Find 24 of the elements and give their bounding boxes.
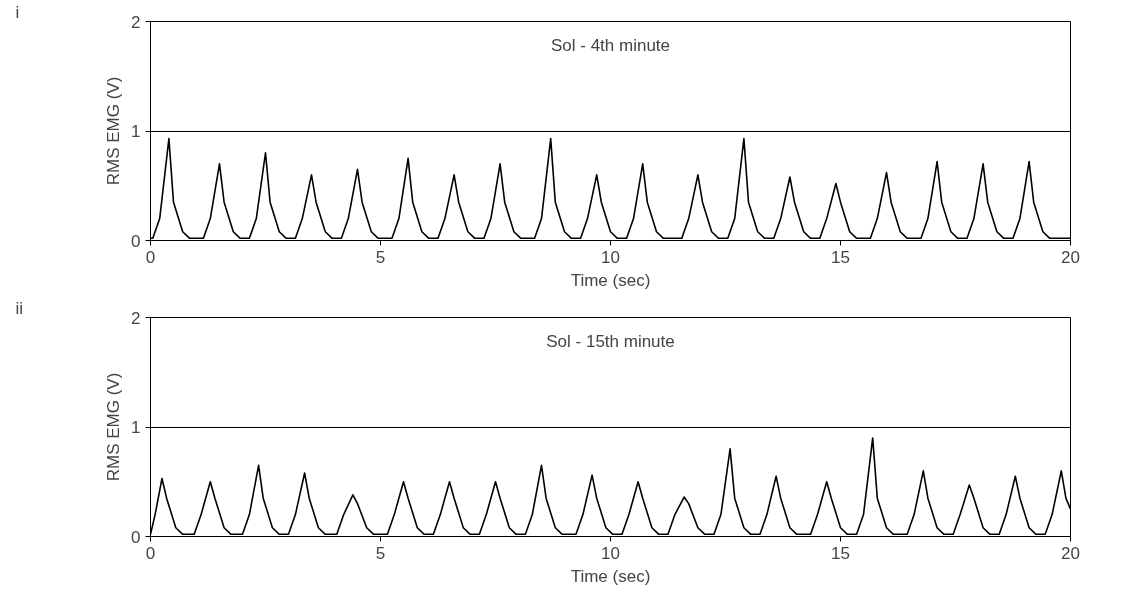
x-tick-label: 10 <box>601 543 620 563</box>
y-tick-label: 2 <box>131 308 141 328</box>
x-tick-label: 0 <box>145 543 156 563</box>
x-tick-label: 10 <box>601 247 620 267</box>
y-tick-label: 2 <box>131 12 141 32</box>
x-tick-label: 15 <box>831 543 850 563</box>
x-tick-label: 5 <box>375 543 386 563</box>
x-tick-label: 5 <box>375 247 386 267</box>
y-tick-label: 0 <box>131 527 141 547</box>
x-tick-label: 20 <box>1061 247 1080 267</box>
x-tick-label: 0 <box>145 247 156 267</box>
x-axis-title: Time (sec) <box>570 566 651 586</box>
text: Sol - 4th minute <box>550 35 671 55</box>
y-tick-label: 1 <box>131 418 141 437</box>
x-axis-title: Time (sec) <box>570 270 651 290</box>
x-tick-label: 15 <box>831 247 850 267</box>
y-tick-label: 0 <box>131 231 141 251</box>
y-tick-label: 1 <box>131 122 141 141</box>
x-tick-label: 20 <box>1061 543 1080 563</box>
y-axis-title: RMS EMG (V) <box>104 372 124 482</box>
y-axis-title: RMS EMG (V) <box>104 76 124 186</box>
text: ii <box>15 298 24 318</box>
text: Sol - 15th minute <box>546 331 675 351</box>
text: i <box>15 2 20 22</box>
